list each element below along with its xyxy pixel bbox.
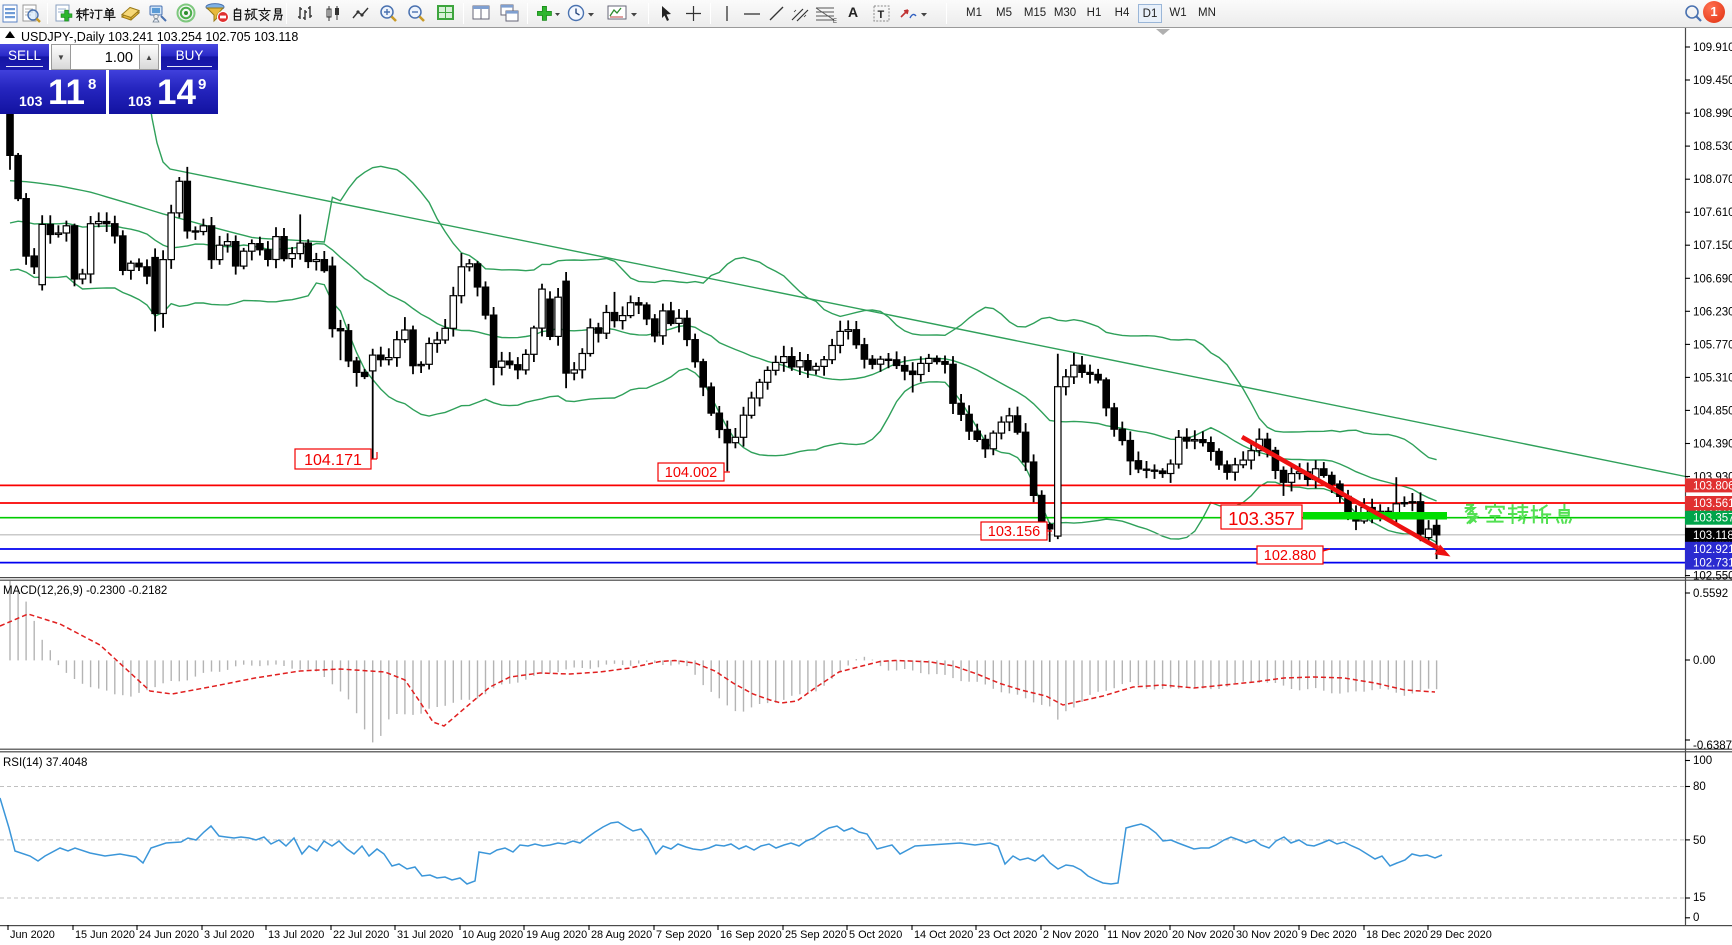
svg-text:103.118: 103.118 bbox=[1693, 530, 1732, 542]
svg-text:104.002: 104.002 bbox=[665, 465, 717, 481]
svg-text:T: T bbox=[878, 9, 885, 21]
svg-text:107.150: 107.150 bbox=[1693, 240, 1732, 252]
svg-text:100: 100 bbox=[1693, 755, 1712, 767]
svg-text:16 Sep 2020: 16 Sep 2020 bbox=[720, 929, 782, 941]
svg-text:2 Nov 2020: 2 Nov 2020 bbox=[1043, 929, 1099, 941]
svg-text:0.5592: 0.5592 bbox=[1693, 588, 1728, 600]
svg-text:22 Jul 2020: 22 Jul 2020 bbox=[333, 929, 389, 941]
svg-text:102.731: 102.731 bbox=[1693, 558, 1732, 570]
svg-text:28 Aug 2020: 28 Aug 2020 bbox=[591, 929, 652, 941]
svg-text:108.070: 108.070 bbox=[1693, 174, 1732, 186]
svg-text:24 Jun 2020: 24 Jun 2020 bbox=[139, 929, 199, 941]
svg-text:25 Sep 2020: 25 Sep 2020 bbox=[785, 929, 847, 941]
svg-text:RSI(14) 37.4048: RSI(14) 37.4048 bbox=[3, 757, 87, 769]
svg-text:31 Jul 2020: 31 Jul 2020 bbox=[397, 929, 453, 941]
svg-text:5 Oct 2020: 5 Oct 2020 bbox=[849, 929, 902, 941]
svg-text:Jun 2020: Jun 2020 bbox=[10, 929, 55, 941]
svg-text:30 Nov 2020: 30 Nov 2020 bbox=[1236, 929, 1298, 941]
svg-text:106.690: 106.690 bbox=[1693, 273, 1732, 285]
svg-text:E: E bbox=[833, 19, 837, 24]
svg-text:108.530: 108.530 bbox=[1693, 141, 1732, 153]
svg-text:18 Dec 2020: 18 Dec 2020 bbox=[1366, 929, 1428, 941]
svg-text:-0.6387: -0.6387 bbox=[1693, 740, 1732, 752]
svg-text:109.450: 109.450 bbox=[1693, 75, 1732, 87]
svg-text:20 Nov 2020: 20 Nov 2020 bbox=[1172, 929, 1234, 941]
svg-text:107.610: 107.610 bbox=[1693, 207, 1732, 219]
svg-text:104.850: 104.850 bbox=[1693, 405, 1732, 417]
svg-text:80: 80 bbox=[1693, 781, 1706, 793]
svg-text:103.357: 103.357 bbox=[1228, 508, 1295, 529]
svg-text:15: 15 bbox=[1693, 892, 1706, 904]
svg-text:23 Oct 2020: 23 Oct 2020 bbox=[978, 929, 1037, 941]
svg-text:104.390: 104.390 bbox=[1693, 439, 1732, 451]
svg-text:103.561: 103.561 bbox=[1693, 498, 1732, 510]
svg-text:106.230: 106.230 bbox=[1693, 306, 1732, 318]
svg-text:29 Dec 2020: 29 Dec 2020 bbox=[1430, 929, 1492, 941]
svg-text:108.990: 108.990 bbox=[1693, 108, 1732, 120]
svg-text:11 Nov 2020: 11 Nov 2020 bbox=[1107, 929, 1168, 941]
svg-text:102.550: 102.550 bbox=[1693, 571, 1732, 583]
svg-text:103.806: 103.806 bbox=[1693, 480, 1732, 492]
svg-text:105.770: 105.770 bbox=[1693, 339, 1732, 351]
svg-text:13 Jul 2020: 13 Jul 2020 bbox=[268, 929, 324, 941]
svg-text:0: 0 bbox=[1693, 912, 1699, 924]
svg-text:19 Aug 2020: 19 Aug 2020 bbox=[526, 929, 587, 941]
svg-text:9 Dec 2020: 9 Dec 2020 bbox=[1301, 929, 1357, 941]
svg-text:10 Aug 2020: 10 Aug 2020 bbox=[462, 929, 523, 941]
svg-text:105.310: 105.310 bbox=[1693, 372, 1732, 384]
svg-text:3 Jul 2020: 3 Jul 2020 bbox=[204, 929, 254, 941]
svg-text:102.880: 102.880 bbox=[1264, 548, 1316, 564]
svg-text:7 Sep 2020: 7 Sep 2020 bbox=[656, 929, 712, 941]
svg-text:USDJPY-,Daily 103.241 103.254: USDJPY-,Daily 103.241 103.254 102.705 10… bbox=[21, 30, 298, 44]
svg-text:MACD(12,26,9) -0.2300 -0.2182: MACD(12,26,9) -0.2300 -0.2182 bbox=[3, 585, 167, 597]
svg-text:50: 50 bbox=[1693, 835, 1706, 847]
svg-text:103.156: 103.156 bbox=[988, 524, 1040, 540]
svg-text:103.357: 103.357 bbox=[1693, 513, 1732, 525]
svg-text:14 Oct 2020: 14 Oct 2020 bbox=[914, 929, 973, 941]
svg-text:0.00: 0.00 bbox=[1693, 655, 1715, 667]
svg-text:15 Jun 2020: 15 Jun 2020 bbox=[75, 929, 135, 941]
svg-text:109.910: 109.910 bbox=[1693, 42, 1732, 54]
svg-text:104.171: 104.171 bbox=[304, 452, 362, 469]
svg-text:102.921: 102.921 bbox=[1693, 544, 1732, 556]
